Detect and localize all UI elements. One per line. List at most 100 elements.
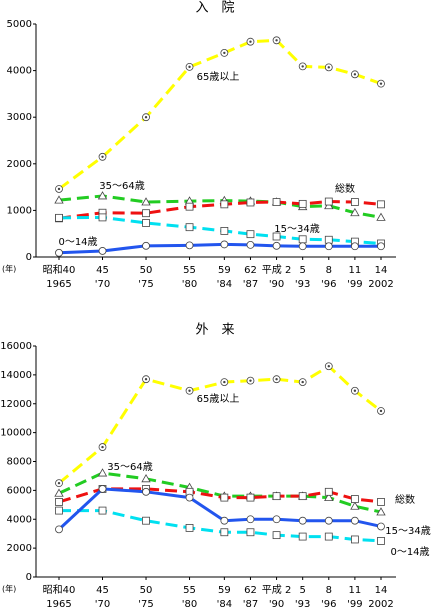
- series: [55, 485, 385, 534]
- point: [142, 487, 150, 496]
- point: [350, 501, 360, 510]
- x-tick-label: 11: [349, 265, 362, 276]
- x-tick-label: '96: [321, 599, 336, 610]
- x-tick-label: 平成 2: [262, 264, 292, 276]
- x-tick-label: 59: [218, 585, 231, 596]
- point: [55, 498, 63, 506]
- x-tick-label: '84: [217, 279, 232, 290]
- point: [220, 528, 229, 537]
- point: [246, 240, 255, 249]
- x-tick-label: 14: [375, 265, 388, 276]
- point: [272, 515, 281, 524]
- point: [324, 487, 333, 496]
- x-tick-label: 62: [244, 585, 257, 596]
- point: [272, 492, 281, 501]
- x-tick-label: '75: [138, 279, 153, 290]
- y-tick-label: 1000: [7, 205, 32, 216]
- point: [377, 537, 385, 545]
- series-label: 35～64歳: [99, 180, 144, 192]
- point: [377, 200, 385, 209]
- series-label: 35～64歳: [107, 461, 152, 473]
- x-tick-label: 45: [96, 265, 109, 276]
- point: [55, 506, 63, 515]
- y-tick-label: 14000: [0, 370, 32, 381]
- point: [98, 247, 107, 255]
- x-tick-label: '93: [295, 279, 310, 290]
- point: [246, 493, 255, 502]
- point-dot: [353, 73, 357, 76]
- point: [98, 485, 107, 493]
- point: [141, 197, 151, 206]
- x-tick-label: 11: [349, 585, 362, 596]
- x-tick-label: '84: [217, 599, 232, 610]
- x-tick-label: 50: [140, 585, 153, 596]
- x-tick-label: '90: [269, 599, 284, 610]
- x-tick-label: 昭和40: [43, 584, 76, 596]
- series-line: [58, 215, 382, 245]
- series: [55, 240, 385, 257]
- point-dot: [249, 379, 252, 382]
- point: [272, 531, 281, 540]
- point: [185, 493, 194, 502]
- point: [142, 241, 150, 250]
- point: [272, 241, 281, 250]
- y-tick-label: 4000: [7, 514, 32, 525]
- point: [298, 492, 307, 501]
- y-tick-label: 3000: [7, 112, 32, 123]
- point: [298, 199, 307, 208]
- point-dot: [327, 365, 330, 368]
- point: [272, 232, 281, 241]
- point-dot: [379, 82, 383, 85]
- point: [55, 248, 63, 257]
- point-dot: [379, 409, 383, 413]
- point: [98, 213, 107, 222]
- point: [54, 195, 64, 204]
- point-dot: [101, 445, 104, 449]
- x-tick-label: '96: [321, 279, 336, 290]
- x-tick-label: '90: [269, 279, 284, 290]
- x-tick-label: 平成 2: [262, 584, 292, 596]
- y-tick-label: 8000: [7, 457, 32, 468]
- series-label: 65歳以上: [197, 393, 240, 405]
- point-dot: [353, 389, 357, 392]
- point: [246, 515, 255, 524]
- series: [55, 485, 385, 506]
- x-tick-label: '93: [295, 599, 310, 610]
- point-dot: [275, 378, 278, 381]
- series-line: [58, 194, 382, 219]
- point: [55, 525, 63, 534]
- series-label: 15～34歳: [385, 525, 430, 537]
- x-unit: (年): [2, 264, 16, 274]
- point: [324, 516, 333, 525]
- point: [220, 200, 229, 209]
- series-line: [58, 487, 382, 504]
- series: [55, 36, 385, 193]
- point: [142, 209, 150, 218]
- point: [376, 507, 386, 516]
- x-tick-label: 2002: [368, 599, 393, 610]
- point: [220, 227, 229, 235]
- point: [298, 532, 307, 541]
- x-tick-label: 8: [326, 265, 332, 276]
- y-tick-label: 0: [26, 572, 32, 583]
- point: [142, 219, 150, 227]
- point-dot: [188, 389, 191, 392]
- point: [350, 535, 359, 544]
- y-tick-label: 12000: [0, 399, 32, 410]
- point: [298, 516, 307, 525]
- y-tick-label: 4000: [7, 66, 32, 77]
- point: [324, 235, 333, 244]
- y-tick-label: 0: [26, 252, 32, 263]
- series: [55, 506, 385, 545]
- point: [246, 528, 255, 537]
- point: [324, 492, 334, 501]
- point: [141, 474, 151, 483]
- x-tick-label: 50: [140, 265, 153, 276]
- x-tick-label: 1965: [46, 279, 71, 290]
- point: [142, 516, 150, 525]
- y-tick-label: 16000: [0, 341, 32, 352]
- point: [246, 230, 255, 239]
- point: [350, 207, 360, 217]
- point: [246, 198, 255, 207]
- x-tick-label: '80: [182, 279, 197, 290]
